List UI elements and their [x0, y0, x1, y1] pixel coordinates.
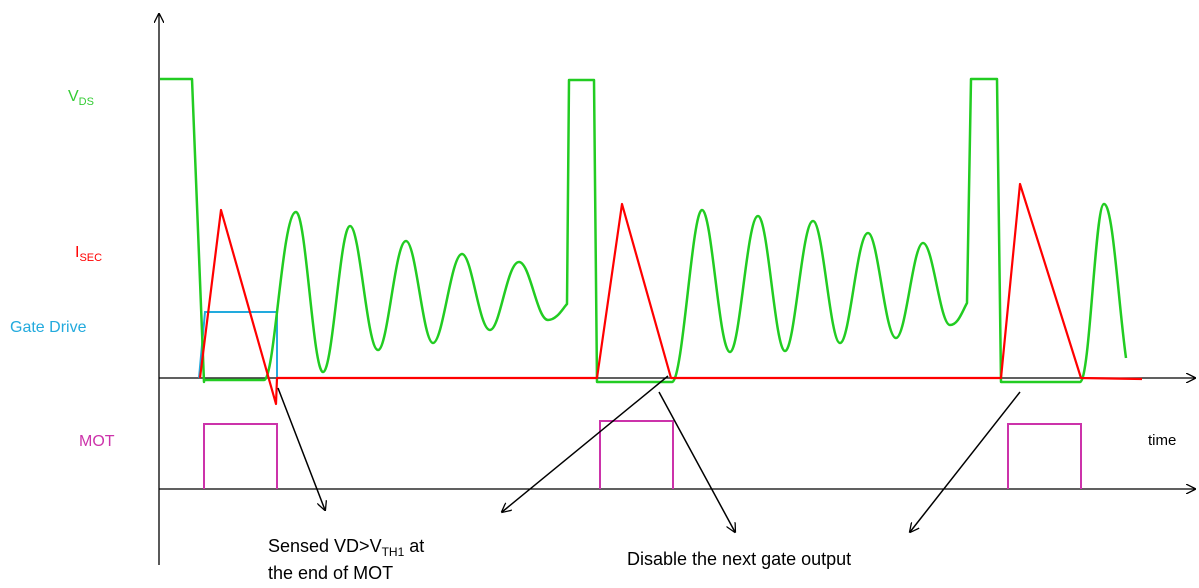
sensed-arrow-1	[277, 387, 325, 510]
isec-label: ISEC	[75, 244, 102, 264]
sensed-annotation-line2: the end of MOT	[268, 563, 393, 583]
mot-pulse-2	[599, 420, 674, 489]
sensed-annotation-prefix: Sensed VD>V	[268, 536, 382, 556]
sensed-annotation-line1: Sensed VD>VTH1 at	[268, 536, 424, 559]
vds-label: VDS	[68, 88, 94, 108]
mot-pulse-1	[203, 423, 278, 489]
mot-label: MOT	[79, 433, 115, 450]
vds-waveform	[160, 77, 1128, 384]
isec-label-main: I	[75, 244, 79, 261]
disable-arrow-1	[658, 391, 735, 532]
vds-label-main: V	[68, 88, 79, 105]
mot-pulse-3	[1007, 423, 1082, 489]
isec-label-sub: SEC	[79, 252, 102, 264]
sensed-annotation-sub: TH1	[382, 545, 405, 559]
time-label: time	[1148, 432, 1176, 449]
sensed-annotation-suffix: at	[404, 536, 424, 556]
disable-arrow-2	[910, 391, 1021, 532]
sensed-arrow-2	[502, 375, 669, 512]
gate-drive-label: Gate Drive	[10, 319, 87, 336]
disable-annotation: Disable the next gate output	[627, 549, 851, 569]
isec-waveform	[198, 182, 1143, 406]
vds-label-sub: DS	[79, 96, 94, 108]
